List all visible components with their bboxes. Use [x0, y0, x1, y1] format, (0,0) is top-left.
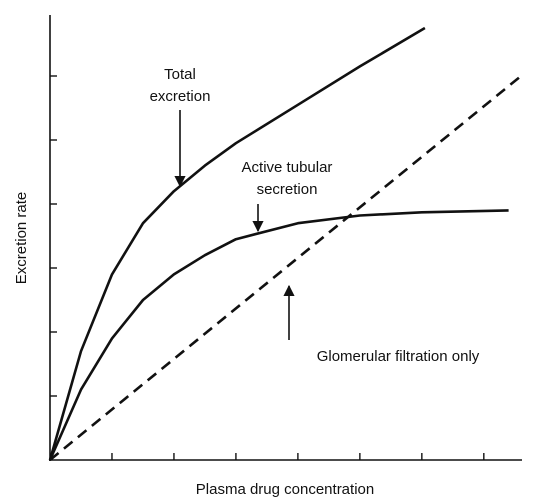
- x-axis-label: Plasma drug concentration: [196, 481, 374, 498]
- annotation: Total: [164, 66, 196, 83]
- curve: [48, 209, 509, 461]
- y-axis-label: Excretion rate: [13, 192, 30, 285]
- annotation: Active tubular: [242, 159, 333, 176]
- annotation: secretion: [257, 181, 318, 198]
- annotation: Glomerular filtration only: [317, 348, 480, 365]
- annotation: excretion: [150, 88, 211, 105]
- curve: [49, 74, 522, 462]
- curve: [48, 26, 426, 461]
